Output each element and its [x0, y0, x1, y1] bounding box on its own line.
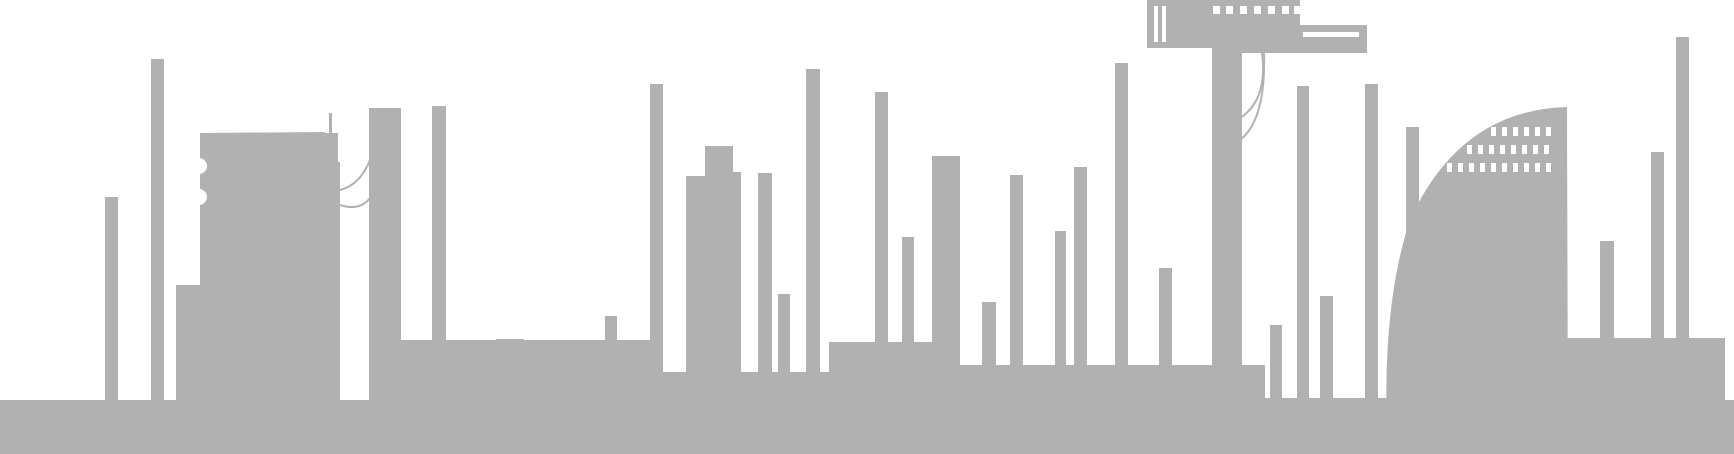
crane-arm-slot	[1303, 32, 1359, 37]
tower-7	[605, 316, 617, 454]
crane-beam	[1240, 45, 1367, 53]
tower-26	[1297, 86, 1309, 454]
crane-window-5	[1282, 6, 1289, 14]
dome-building	[1386, 107, 1568, 454]
tower-19	[1010, 175, 1023, 454]
tower-20	[1055, 231, 1066, 454]
dome-window-0-2	[1513, 127, 1518, 136]
crane-head	[1147, 0, 1300, 48]
tower-2	[176, 285, 200, 454]
stepped-tower	[686, 146, 741, 390]
crane-window-6	[1294, 6, 1301, 14]
crane-window-2	[1240, 6, 1247, 14]
crane-window-4	[1268, 6, 1275, 14]
dome-window-2-0	[1447, 163, 1452, 172]
crane-mast	[1212, 45, 1242, 454]
tower-23	[1159, 268, 1172, 454]
tower-21	[1074, 167, 1087, 454]
notch-2	[191, 189, 207, 205]
tower-18	[982, 302, 996, 454]
tower-6	[496, 339, 524, 454]
tower-13	[778, 294, 790, 454]
dome-window-1-2	[1489, 145, 1494, 154]
dome-window-2-3	[1480, 163, 1485, 172]
dome-window-2-7	[1524, 163, 1529, 172]
tower-0	[105, 197, 118, 454]
base-block-0	[0, 401, 110, 454]
dome-window-0-4	[1535, 127, 1540, 136]
dome-window-2-1	[1458, 163, 1463, 172]
tower-17	[932, 156, 960, 454]
base-block-12	[1715, 400, 1730, 454]
dome-window-1-3	[1500, 145, 1505, 154]
dome-window-2-4	[1491, 163, 1496, 172]
dome-window-2-6	[1513, 163, 1518, 172]
notch-1	[191, 158, 207, 174]
tower-28	[1365, 84, 1378, 454]
tower-22	[1115, 63, 1128, 454]
right-low-block	[1565, 340, 1715, 454]
tower-25	[1270, 325, 1282, 454]
left-antenna	[329, 113, 332, 163]
crane-slot-1	[1154, 6, 1158, 42]
dome-window-0-0	[1491, 127, 1496, 136]
tower-5	[432, 106, 446, 454]
skyline-details	[191, 6, 1551, 205]
dome-window-2-9	[1546, 163, 1551, 172]
crane-cable-1	[1239, 52, 1264, 119]
tower-16	[902, 237, 914, 454]
right-edge-post	[1712, 338, 1718, 454]
dome-window-1-0	[1467, 145, 1472, 154]
dome-window-1-5	[1522, 145, 1527, 154]
cable-2	[339, 194, 373, 208]
tower-12	[758, 173, 772, 454]
dome-window-1-6	[1533, 145, 1538, 154]
dome-window-0-3	[1524, 127, 1529, 136]
crane-window-1	[1226, 6, 1233, 14]
dome-window-2-2	[1469, 163, 1474, 172]
tower-14	[806, 69, 820, 454]
dome-window-2-5	[1502, 163, 1507, 172]
base-block-7	[829, 342, 949, 454]
dome-window-2-8	[1535, 163, 1540, 172]
left-office-block	[200, 132, 340, 454]
base-block-8	[945, 365, 1265, 454]
tower-4	[369, 108, 401, 454]
dome-window-0-5	[1546, 127, 1551, 136]
dome-window-1-1	[1478, 145, 1483, 154]
dome-window-1-7	[1544, 145, 1549, 154]
tower-8	[650, 84, 663, 454]
crane-slot-2	[1162, 6, 1166, 42]
crane-cable-2	[1239, 52, 1266, 141]
cable-1	[339, 159, 371, 191]
tower-15	[875, 92, 888, 454]
tower-1	[151, 59, 164, 454]
dome-window-1-4	[1511, 145, 1516, 154]
crane-window-0	[1213, 6, 1220, 14]
tower-27	[1320, 296, 1333, 454]
crane-window-3	[1254, 6, 1261, 14]
dome-window-0-1	[1502, 127, 1507, 136]
